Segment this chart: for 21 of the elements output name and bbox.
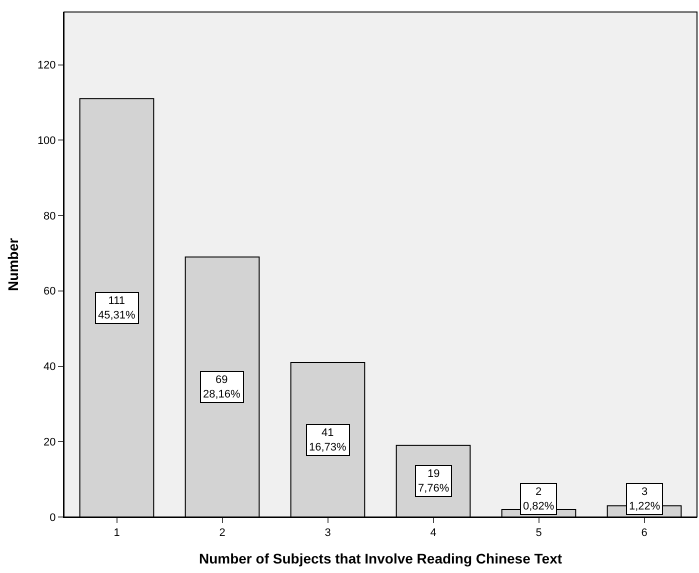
x-tick-label: 3 bbox=[324, 527, 331, 540]
y-tick-label: 20 bbox=[44, 436, 56, 448]
x-tick-label: 2 bbox=[219, 527, 226, 540]
y-axis-title: Number bbox=[5, 238, 22, 291]
data-label: 2 0,82% bbox=[523, 486, 554, 512]
y-tick-label: 100 bbox=[37, 134, 56, 147]
data-label: 3 1,22% bbox=[629, 486, 660, 512]
x-axis-title: Number of Subjects that Involve Reading Chinese Text bbox=[198, 550, 562, 566]
y-tick-label: 0 bbox=[50, 512, 56, 524]
x-tick-label: 1 bbox=[114, 527, 120, 540]
data-label: 111 45,31% bbox=[98, 295, 136, 322]
y-tick-label: 120 bbox=[37, 60, 56, 72]
data-label: 69 28,16% bbox=[203, 374, 241, 400]
y-tick-label: 60 bbox=[44, 286, 56, 298]
x-tick-label: 4 bbox=[430, 527, 436, 540]
y-tick-label: 80 bbox=[44, 210, 56, 222]
y-tick-label: 40 bbox=[44, 361, 56, 374]
data-label: 19 7,76% bbox=[418, 468, 450, 494]
x-tick-label: 5 bbox=[536, 527, 542, 540]
x-tick-label: 6 bbox=[641, 527, 648, 540]
data-label: 41 16,73% bbox=[309, 427, 347, 454]
